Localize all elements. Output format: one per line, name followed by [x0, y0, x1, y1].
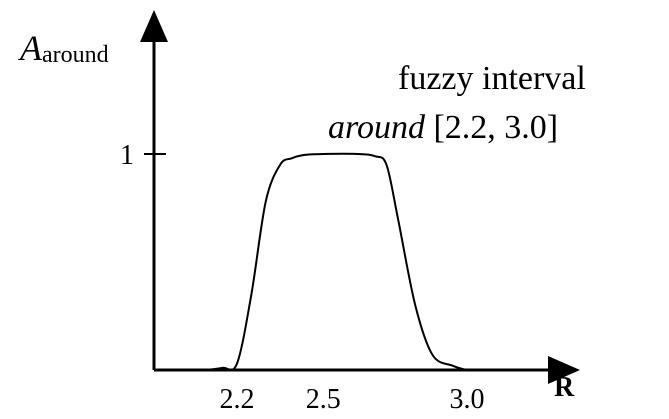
membership-curve: [165, 152, 473, 372]
x-axis-arrowhead: [548, 356, 580, 384]
x-axis-label: R: [554, 372, 575, 403]
curve-layer: [165, 152, 473, 372]
y-axis-arrowhead: [140, 10, 168, 42]
y-axis-label: Aaround: [18, 28, 109, 68]
annotation-line1: fuzzy interval: [398, 60, 586, 97]
x-tick-label: 2.2: [220, 384, 255, 415]
x-tick-label: 2.5: [306, 384, 341, 415]
ticks-layer: 2.2 2.5 3.0 1: [120, 140, 485, 415]
annotation-interval: [2.2, 3.0]: [425, 109, 558, 146]
annotation-around: around: [328, 109, 426, 146]
y-tick-label: 1: [120, 140, 134, 171]
annotation-line2: around [2.2, 3.0]: [328, 109, 558, 146]
y-axis-label-main: A: [18, 28, 43, 68]
y-axis-label-subscript: around: [42, 42, 109, 68]
x-tick-label: 3.0: [450, 384, 485, 415]
